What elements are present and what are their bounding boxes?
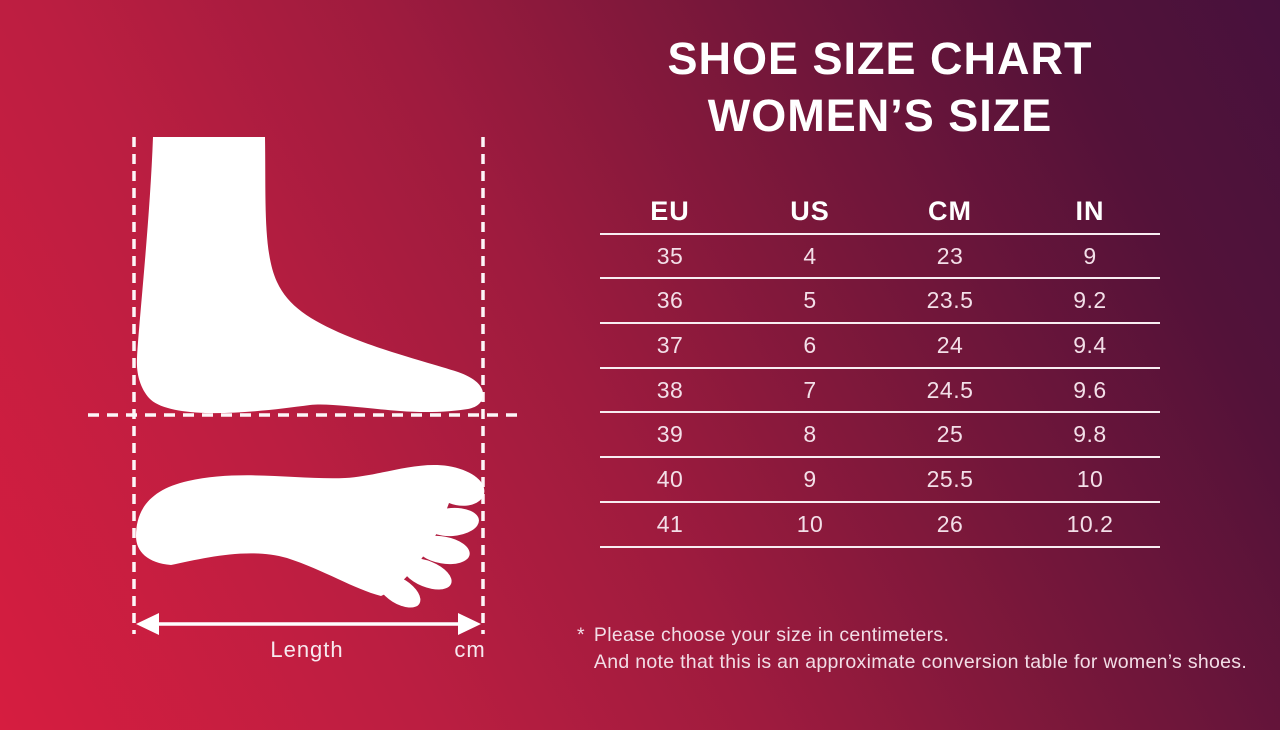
column-header-cm: CM — [928, 195, 972, 226]
footnote-asterisk: * — [577, 624, 585, 646]
table-cell: 6 — [803, 331, 817, 358]
table-cell: 35 — [656, 242, 684, 269]
table-cell: 4 — [803, 242, 817, 269]
column-header-us: US — [790, 195, 830, 226]
table-cell: 36 — [656, 287, 684, 314]
length-label: Length — [270, 637, 343, 662]
foot-measurement-diagram: Length cm — [88, 137, 524, 662]
table-cell: 24 — [936, 331, 964, 358]
footnote: * Please choose your size in centimeters… — [577, 622, 1247, 676]
table-cell: 7 — [803, 376, 817, 403]
table-cell: 9.6 — [1073, 376, 1107, 403]
table-cell: 9 — [1083, 242, 1097, 269]
cm-label: cm — [454, 637, 485, 662]
table-cell: 24.5 — [926, 376, 974, 403]
foot-side-silhouette — [136, 137, 483, 414]
table-cell: 10 — [1076, 465, 1104, 492]
table-row: 36 5 23.5 9.2 — [600, 279, 1160, 325]
table-cell: 8 — [803, 421, 817, 448]
table-cell: 37 — [656, 331, 684, 358]
table-cell: 23 — [936, 242, 964, 269]
column-header-in: IN — [1075, 195, 1105, 226]
table-cell: 10.2 — [1066, 510, 1114, 537]
table-cell: 9.8 — [1073, 421, 1107, 448]
table-row: 39 8 25 9.8 — [600, 413, 1160, 459]
table-cell: 23.5 — [926, 287, 974, 314]
title-line-1: SHOE SIZE CHART — [667, 33, 1093, 84]
arrowhead-right-icon — [458, 613, 481, 635]
footnote-line-1: Please choose your size in centimeters. — [593, 624, 950, 646]
table-cell: 41 — [656, 510, 684, 537]
table-row: 38 7 24.5 9.6 — [600, 369, 1160, 414]
table-row: 37 6 24 9.4 — [600, 324, 1160, 369]
size-table: EU US CM IN 35 4 23 9 36 5 23.5 9.2 37 6… — [600, 190, 1160, 548]
table-cell: 5 — [803, 287, 817, 314]
table-cell: 9 — [803, 465, 817, 492]
column-header-eu: EU — [650, 195, 690, 226]
title-line-2: WOMEN’S SIZE — [707, 90, 1053, 141]
table-row: 35 4 23 9 — [600, 235, 1160, 280]
table-cell: 40 — [656, 465, 684, 492]
table-cell: 25.5 — [926, 465, 974, 492]
table-cell: 9.4 — [1073, 331, 1107, 358]
length-arrow — [136, 613, 481, 635]
page-title: SHOE SIZE CHART WOMEN’S SIZE — [600, 30, 1160, 144]
table-cell: 26 — [936, 510, 964, 537]
footnote-line-2: And note that this is an approximate con… — [593, 651, 1248, 673]
table-row: 41 10 26 10.2 — [600, 503, 1160, 548]
arrowhead-left-icon — [136, 613, 159, 635]
table-cell: 39 — [656, 421, 684, 448]
table-cell: 9.2 — [1073, 287, 1107, 314]
footprint-silhouette — [136, 464, 485, 608]
table-cell: 25 — [936, 421, 964, 448]
table-cell: 10 — [796, 510, 824, 537]
footnote-text: Please choose your size in centimeters. … — [594, 622, 1247, 676]
table-cell: 38 — [656, 376, 684, 403]
table-header-row: EU US CM IN — [600, 190, 1160, 235]
table-row: 40 9 25.5 10 — [600, 458, 1160, 503]
